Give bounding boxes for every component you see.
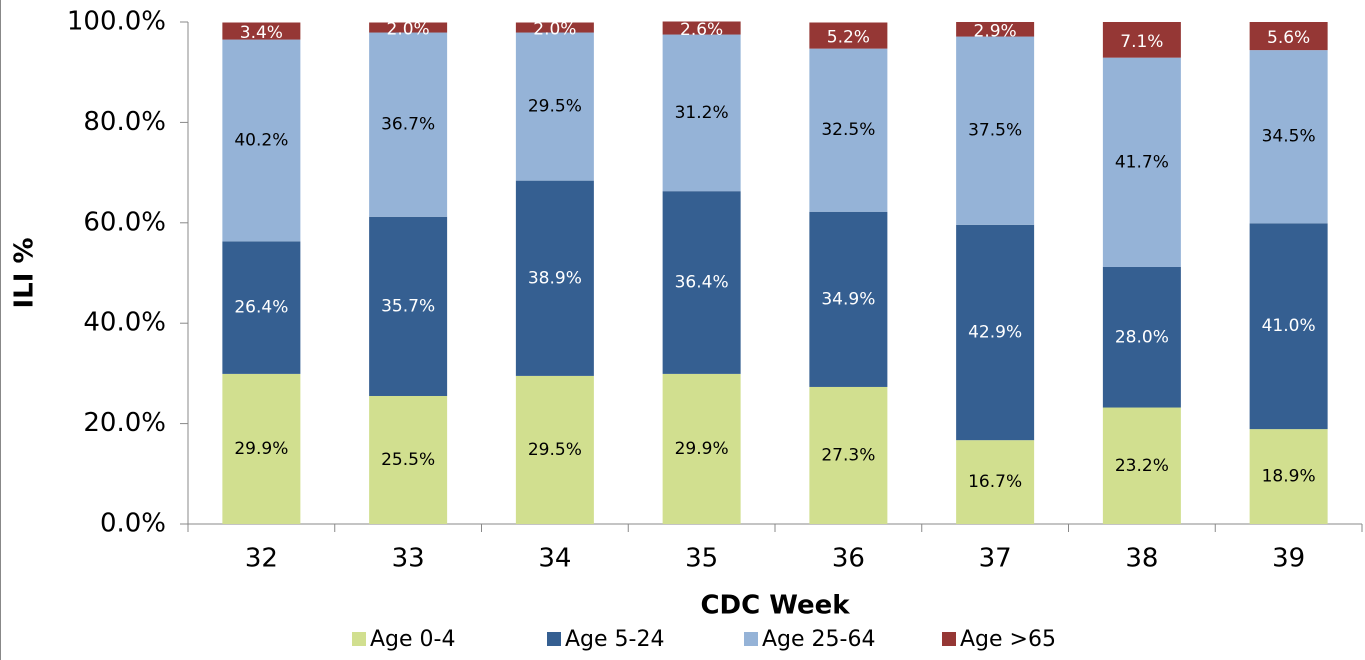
legend-label: Age >65 xyxy=(960,627,1056,652)
value-label: 29.5% xyxy=(528,440,582,460)
bar-segment xyxy=(515,180,594,376)
bar-segment xyxy=(956,224,1035,441)
value-label: 26.4% xyxy=(234,298,288,318)
value-label: 41.0% xyxy=(1262,316,1316,336)
value-label: 29.9% xyxy=(675,439,729,459)
bar-segment xyxy=(662,21,741,35)
bar-segment xyxy=(222,22,301,40)
legend-swatch xyxy=(942,632,956,646)
value-label: 42.9% xyxy=(968,322,1022,342)
value-label: 2.0% xyxy=(387,20,430,40)
value-label: 2.0% xyxy=(533,20,576,40)
value-label: 29.9% xyxy=(234,439,288,459)
value-label: 16.7% xyxy=(968,472,1022,492)
y-tick-label: 0.0% xyxy=(100,509,166,539)
x-tick-label: 37 xyxy=(979,544,1012,574)
value-label: 27.3% xyxy=(821,445,875,465)
value-label: 23.2% xyxy=(1115,456,1169,476)
bar-segment xyxy=(369,22,448,33)
bar-segment xyxy=(956,440,1035,524)
bar-segment xyxy=(515,32,594,181)
x-tick-label: 34 xyxy=(538,544,571,574)
value-label: 32.5% xyxy=(821,120,875,140)
bar-segment xyxy=(809,48,888,212)
bar-segment xyxy=(369,395,448,524)
x-tick-label: 39 xyxy=(1272,544,1305,574)
y-tick-label: 100.0% xyxy=(67,7,166,37)
value-label: 28.0% xyxy=(1115,327,1169,347)
legend-swatch xyxy=(352,632,366,646)
x-tick-label: 32 xyxy=(245,544,278,574)
bar-segment xyxy=(956,36,1035,225)
legend-label: Age 0-4 xyxy=(370,627,455,652)
value-label: 2.9% xyxy=(974,21,1017,41)
bar-segment xyxy=(222,373,301,524)
bar-segment xyxy=(1102,266,1181,408)
value-label: 7.1% xyxy=(1120,32,1163,52)
bar-segment xyxy=(222,39,301,242)
bar-segment xyxy=(1102,57,1181,267)
bar-segment xyxy=(662,34,741,192)
bar-segment xyxy=(1102,407,1181,524)
x-axis-title: CDC Week xyxy=(700,591,850,621)
value-label: 38.9% xyxy=(528,268,582,288)
legend-label: Age 5-24 xyxy=(565,627,664,652)
bar-segment xyxy=(515,375,594,524)
legend-swatch xyxy=(547,632,561,646)
bar-segment xyxy=(662,373,741,524)
value-label: 40.2% xyxy=(234,130,288,150)
y-tick-label: 60.0% xyxy=(83,207,166,237)
bar-segment xyxy=(369,32,448,217)
bar-segment xyxy=(956,22,1035,37)
value-label: 29.5% xyxy=(528,97,582,117)
legend-label: Age 25-64 xyxy=(762,627,875,652)
value-label: 34.5% xyxy=(1262,127,1316,147)
bar-segment xyxy=(1249,50,1328,224)
bar-segment xyxy=(809,22,888,49)
bar-segment xyxy=(369,216,448,396)
y-tick-label: 80.0% xyxy=(83,107,166,137)
value-label: 3.4% xyxy=(240,23,283,43)
value-label: 25.5% xyxy=(381,450,435,470)
bar-segment xyxy=(515,22,594,33)
bar-segment xyxy=(1102,22,1181,58)
bar-segment xyxy=(1249,22,1328,51)
x-tick-label: 38 xyxy=(1125,544,1158,574)
value-label: 36.7% xyxy=(381,115,435,135)
y-axis-title: ILI % xyxy=(10,237,40,308)
bar-segment xyxy=(809,211,888,387)
value-label: 34.9% xyxy=(821,289,875,309)
value-label: 5.6% xyxy=(1267,28,1310,48)
x-tick-label: 33 xyxy=(392,544,425,574)
value-label: 18.9% xyxy=(1262,467,1316,487)
y-tick-label: 20.0% xyxy=(83,408,166,438)
value-label: 31.2% xyxy=(675,103,729,123)
x-tick-label: 36 xyxy=(832,544,865,574)
value-label: 5.2% xyxy=(827,28,870,48)
value-label: 35.7% xyxy=(381,296,435,316)
y-tick-label: 40.0% xyxy=(83,308,166,338)
bar-segment xyxy=(662,191,741,374)
bar-segment xyxy=(809,386,888,524)
legend-swatch xyxy=(744,632,758,646)
x-tick-label: 35 xyxy=(685,544,718,574)
value-label: 36.4% xyxy=(675,273,729,293)
value-label: 37.5% xyxy=(968,121,1022,141)
value-label: 41.7% xyxy=(1115,152,1169,172)
bar-segment xyxy=(1249,429,1328,524)
value-label: 2.6% xyxy=(680,20,723,40)
bar-segment xyxy=(222,241,301,374)
bar-segment xyxy=(1249,223,1328,430)
